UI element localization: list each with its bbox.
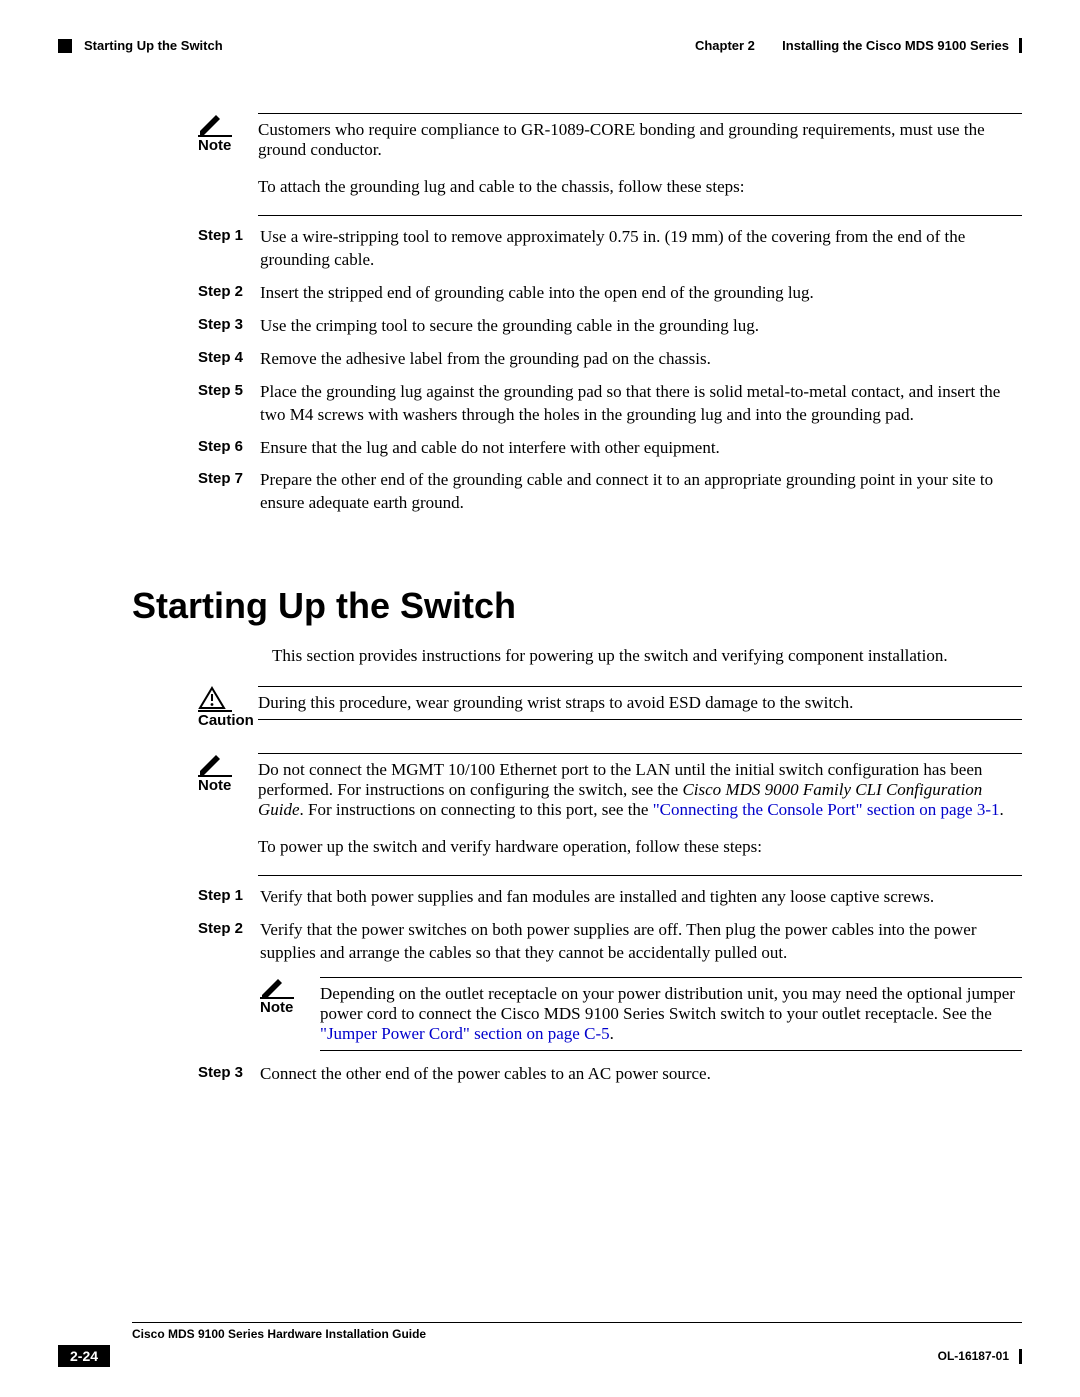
step-text: Use a wire-stripping tool to remove appr… [260,226,1022,272]
attach-intro-text: To attach the grounding lug and cable to… [258,176,1022,199]
link-text[interactable]: "Jumper Power Cord" section on page C-5 [320,1024,610,1043]
power-intro-text: To power up the switch and verify hardwa… [258,836,1022,859]
step-text: Verify that the power switches on both p… [260,919,1022,965]
step-text: Use the crimping tool to secure the grou… [260,315,1022,338]
step-row: Step 5 Place the grounding lug against th… [198,381,1022,427]
step-row: Step 3 Connect the other end of the power… [198,1063,1022,1086]
note-label: Note [260,999,308,1016]
step-label: Step 2 [198,919,248,939]
header-marker-icon [58,39,72,53]
note-text-part: . For instructions on connecting to this… [300,800,653,819]
header-chapter-label: Chapter 2 [695,38,755,53]
step-text: Remove the adhesive label from the groun… [260,348,1022,371]
section-intro-text: This section provides instructions for p… [272,645,1022,668]
note-label: Note [198,137,246,154]
page-footer: Cisco MDS 9100 Series Hardware Installat… [58,1322,1022,1367]
header-chapter-title: Installing the Cisco MDS 9100 Series [782,38,1009,53]
step-row: Step 2 Insert the stripped end of groundi… [198,282,1022,305]
step-row: Step 4 Remove the adhesive label from the… [198,348,1022,371]
note-text: Do not connect the MGMT 10/100 Ethernet … [258,760,1022,820]
note-text-part: . [610,1024,614,1043]
header-section-title: Starting Up the Switch [84,38,223,53]
step-text: Prepare the other end of the grounding c… [260,469,1022,515]
note-text: Depending on the outlet receptacle on yo… [320,984,1022,1044]
caution-block: Caution During this procedure, wear grou… [198,686,1022,729]
step-row: Step 1 Use a wire-stripping tool to remov… [198,226,1022,272]
doc-id: OL-16187-01 [938,1349,1009,1363]
step-label: Step 1 [198,886,248,906]
step-label: Step 3 [198,315,248,335]
step-row: Step 2 Verify that the power switches on … [198,919,1022,965]
step-label: Step 5 [198,381,248,401]
note-block: Note Do not connect the MGMT 10/100 Ethe… [198,753,1022,876]
header-bar-icon [1019,38,1022,53]
page-number: 2-24 [58,1345,110,1367]
nested-note-block: Note Depending on the outlet receptacle o… [260,977,1022,1051]
pencil-icon [260,977,288,999]
step-label: Step 6 [198,437,248,457]
step-label: Step 1 [198,226,248,246]
caution-icon [198,686,226,710]
link-text[interactable]: "Connecting the Console Port" section on… [653,800,1000,819]
step-text: Ensure that the lug and cable do not int… [260,437,1022,460]
step-row: Step 7 Prepare the other end of the groun… [198,469,1022,515]
steps-list: Step 1 Verify that both power supplies an… [198,886,1022,1086]
step-label: Step 7 [198,469,248,489]
step-label: Step 4 [198,348,248,368]
section-heading: Starting Up the Switch [132,585,1022,627]
note-text-part: . [999,800,1003,819]
step-label: Step 2 [198,282,248,302]
note-text-part: Depending on the outlet receptacle on yo… [320,984,1015,1023]
step-text: Insert the stripped end of grounding cab… [260,282,1022,305]
footer-guide-title: Cisco MDS 9100 Series Hardware Installat… [58,1327,426,1341]
pencil-icon [198,113,226,135]
step-text: Verify that both power supplies and fan … [260,886,1022,909]
step-label: Step 3 [198,1063,248,1083]
step-text: Place the grounding lug against the grou… [260,381,1022,427]
note-label: Note [198,777,246,794]
caution-text: During this procedure, wear grounding wr… [258,693,1022,713]
step-row: Step 3 Use the crimping tool to secure th… [198,315,1022,338]
note-text: Customers who require compliance to GR-1… [258,120,1022,160]
page-header: Starting Up the Switch Chapter 2 Install… [58,38,1022,53]
footer-bar-icon [1019,1349,1022,1364]
caution-label: Caution [198,712,254,729]
steps-list: Step 1 Use a wire-stripping tool to remov… [198,226,1022,515]
step-text: Connect the other end of the power cable… [260,1063,1022,1086]
pencil-icon [198,753,226,775]
step-row: Step 6 Ensure that the lug and cable do n… [198,437,1022,460]
note-block: Note Customers who require compliance to… [198,113,1022,216]
step-row: Step 1 Verify that both power supplies an… [198,886,1022,909]
